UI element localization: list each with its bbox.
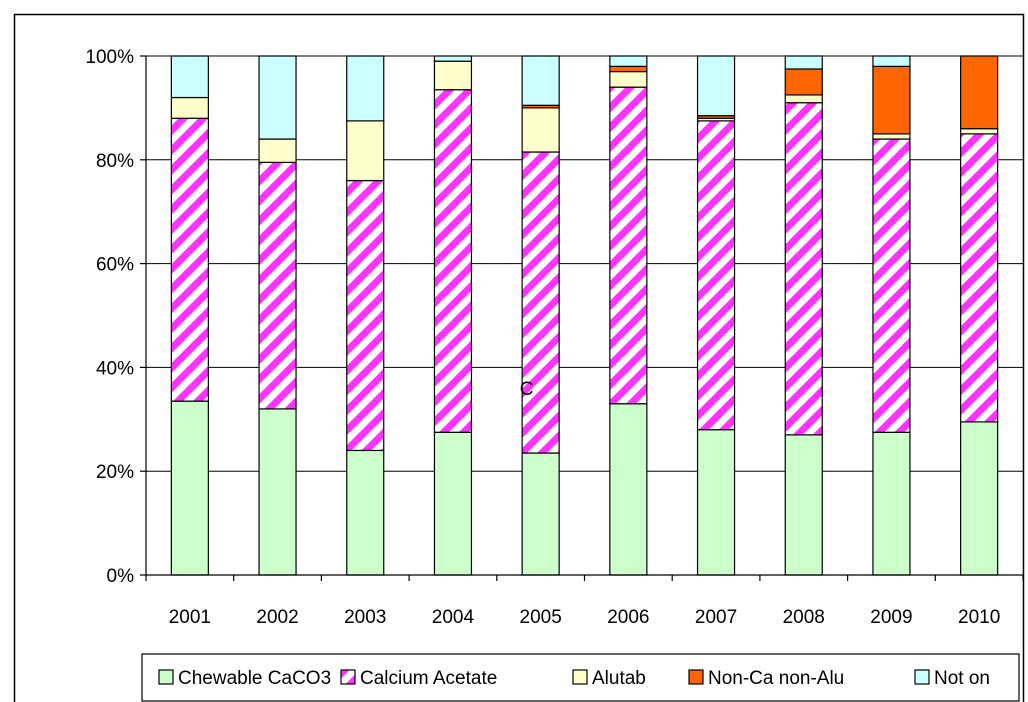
annotation-label: C <box>520 379 534 400</box>
y-tick-labels: 0% 20% 40% 60% 80% 100% <box>85 47 134 587</box>
bar-segment <box>609 55 648 67</box>
bar-segment <box>784 102 823 436</box>
legend-label: Non-Ca non-Alu <box>708 668 844 689</box>
y-tick-label: 80% <box>96 151 134 172</box>
bar-segment <box>521 55 560 106</box>
bar-segment <box>609 65 648 73</box>
legend-swatch <box>688 669 704 685</box>
bar-segment <box>609 403 648 576</box>
bar-segment <box>960 133 999 423</box>
y-tick-label: 60% <box>96 255 134 276</box>
legend: Chewable CaCO3 Calcium Acetate Alutab Non-C… <box>141 653 1020 702</box>
x-tick-labels: 2001 2002 2003 2004 2005 2006 2007 2008 2009 2010 <box>169 607 1001 628</box>
legend-label: Not on <box>934 668 990 689</box>
bar-segment <box>258 138 297 163</box>
bar-segment <box>696 120 736 431</box>
bar-segment <box>433 89 473 433</box>
bar-segment <box>433 60 473 91</box>
x-tick-label: 2005 <box>520 607 562 628</box>
bar-segment <box>521 107 560 153</box>
bar-segment <box>521 452 560 576</box>
bar-segment <box>696 429 736 576</box>
x-tick-label: 2008 <box>783 607 825 628</box>
y-tick-label: 40% <box>96 358 134 379</box>
bar-segment <box>872 431 911 576</box>
bar-segment <box>346 120 385 182</box>
x-tick-label: 2009 <box>870 607 912 628</box>
legend-swatch <box>572 669 588 685</box>
bar-segment <box>960 55 999 130</box>
bars <box>170 55 999 576</box>
bar-segment <box>433 55 473 62</box>
bar-segment <box>872 55 911 67</box>
bar-segment <box>170 117 209 402</box>
bar-segment <box>696 55 736 117</box>
bar-segment <box>170 96 209 119</box>
x-tick-label: 2006 <box>607 607 649 628</box>
bar-segment <box>784 68 823 96</box>
x-tick-label: 2003 <box>344 607 386 628</box>
legend-label: Calcium Acetate <box>360 668 497 689</box>
bar-segment <box>960 421 999 576</box>
bar-segment <box>258 161 297 410</box>
legend-label: Chewable CaCO3 <box>178 668 331 689</box>
bar-segment <box>872 65 911 135</box>
bar-segment <box>784 55 823 70</box>
legend-swatch <box>158 669 174 685</box>
bar-segment <box>872 138 911 433</box>
legend-swatch <box>914 669 930 685</box>
bar-segment <box>609 86 648 405</box>
x-tick-label: 2001 <box>169 607 211 628</box>
bar-segment <box>170 400 209 576</box>
axes <box>140 55 1024 581</box>
y-tick-label: 0% <box>107 566 135 587</box>
legend-swatch <box>340 669 356 685</box>
bar-segment <box>346 55 385 122</box>
bar-segment <box>346 179 385 452</box>
bar-segment <box>258 408 297 576</box>
x-tick-label: 2004 <box>432 607 475 628</box>
bar-segment <box>346 449 385 576</box>
y-tick-label: 20% <box>96 462 134 483</box>
bar-segment <box>960 128 999 135</box>
bar-segment <box>258 55 297 140</box>
bar-segment <box>433 431 473 576</box>
bar-segment <box>609 70 648 88</box>
y-tick-label: 100% <box>85 47 134 68</box>
x-tick-label: 2010 <box>958 607 1000 628</box>
chart-border <box>13 13 1025 702</box>
bar-segment <box>784 94 823 104</box>
x-tick-label: 2007 <box>695 607 737 628</box>
bar-segment <box>521 151 560 454</box>
x-tick-label: 2002 <box>256 607 298 628</box>
legend-label: Alutab <box>592 668 646 689</box>
bar-segment <box>872 133 911 140</box>
bar-segment <box>784 434 823 576</box>
annotations: C <box>520 379 534 400</box>
bar-segment <box>170 55 209 99</box>
